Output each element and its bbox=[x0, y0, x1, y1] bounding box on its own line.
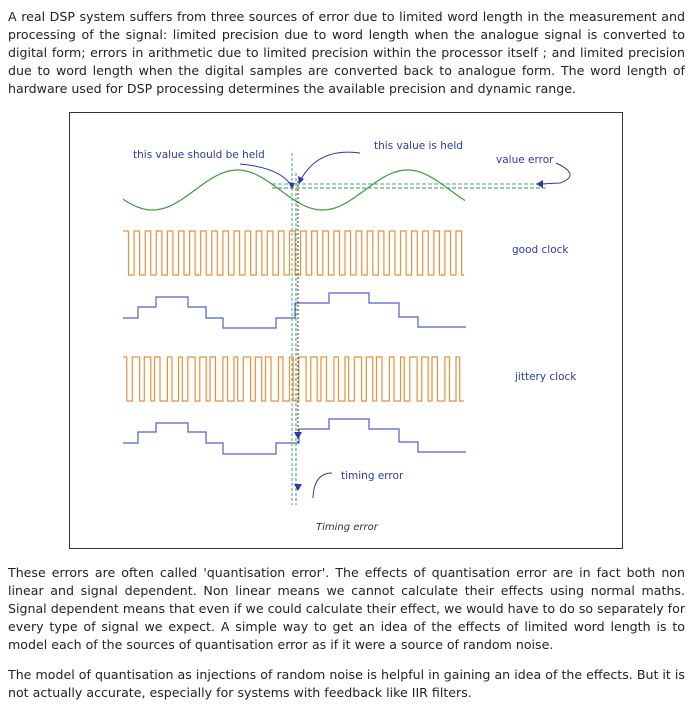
value-error-arrowhead bbox=[536, 180, 543, 188]
is-held-arrowhead bbox=[298, 176, 304, 184]
good-clock-waveform bbox=[123, 231, 464, 275]
timing-error-figure: this value should be held this value is … bbox=[69, 112, 623, 549]
timing-error-arrowhead bbox=[294, 484, 302, 491]
model-paragraph: The model of quantisation as injections … bbox=[8, 666, 685, 702]
label-should-be-held: this value should be held bbox=[133, 149, 265, 161]
label-jittery-clock: jittery clock bbox=[514, 371, 577, 383]
is-held-arrow bbox=[300, 152, 360, 181]
analogue-sine-wave bbox=[123, 170, 465, 210]
sampled-staircase-jittery bbox=[123, 419, 466, 454]
value-error-arrow bbox=[540, 163, 570, 184]
label-is-held: this value is held bbox=[374, 140, 463, 152]
sample-point-arrowhead bbox=[294, 432, 302, 439]
timing-error-arrow bbox=[313, 473, 332, 498]
label-good-clock: good clock bbox=[512, 244, 569, 256]
figure-caption: Timing error bbox=[316, 522, 379, 533]
jittery-clock-waveform bbox=[123, 357, 464, 401]
label-timing-error: timing error bbox=[341, 470, 404, 482]
intro-paragraph: A real DSP system suffers from three sou… bbox=[8, 8, 685, 98]
figure-drawing: this value should be held this value is … bbox=[70, 113, 624, 550]
quantisation-paragraph: These errors are often called 'quantisat… bbox=[8, 564, 685, 654]
sampled-staircase-good bbox=[123, 293, 466, 328]
label-value-error: value error bbox=[496, 154, 554, 166]
